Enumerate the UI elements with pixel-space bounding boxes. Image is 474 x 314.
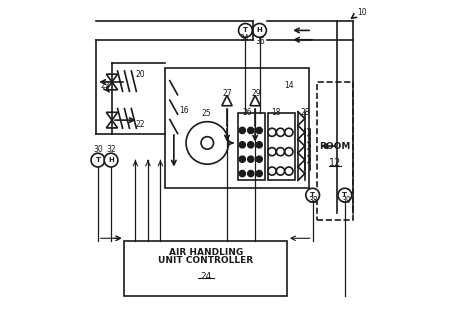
Circle shape [253,24,266,37]
Text: UNIT CONTROLLER: UNIT CONTROLLER [158,256,253,265]
Circle shape [285,128,293,136]
Text: T: T [310,192,315,198]
Bar [165,68,309,188]
Circle shape [276,167,284,175]
Text: 23: 23 [100,81,109,90]
Bar [317,82,353,219]
Circle shape [239,142,246,148]
Circle shape [104,153,118,167]
Circle shape [239,127,246,133]
Bar [125,241,287,296]
Text: 20: 20 [136,70,145,79]
Circle shape [268,128,276,136]
Polygon shape [106,74,118,90]
Text: 16: 16 [179,106,189,115]
Text: 18: 18 [271,108,280,117]
Polygon shape [250,95,260,106]
Text: T: T [342,192,347,198]
Circle shape [256,171,262,177]
Circle shape [338,188,352,202]
Text: ROOM: ROOM [319,142,351,150]
Text: T: T [95,157,100,163]
Text: 12: 12 [328,158,341,168]
Circle shape [91,153,105,167]
Text: 14: 14 [284,81,293,90]
Text: 32: 32 [106,145,116,154]
Circle shape [238,24,252,37]
Circle shape [247,127,254,133]
Text: H: H [256,27,263,33]
Text: 27: 27 [223,89,233,98]
Text: 29: 29 [251,89,261,98]
Text: 36: 36 [255,37,265,46]
Circle shape [256,156,262,162]
Text: 25: 25 [202,109,211,118]
Polygon shape [222,95,232,106]
Text: H: H [108,157,114,163]
Circle shape [247,156,254,162]
Text: 10: 10 [357,8,367,17]
Circle shape [268,148,276,156]
Circle shape [247,142,254,148]
Circle shape [239,171,246,177]
Text: 22: 22 [136,120,145,129]
Text: 38: 38 [309,196,319,205]
Bar [238,113,265,181]
Polygon shape [106,112,118,128]
Circle shape [306,188,319,202]
Text: 30: 30 [93,145,103,154]
Circle shape [256,127,262,133]
Circle shape [285,148,293,156]
Circle shape [247,171,254,177]
Text: 26: 26 [243,108,252,117]
Circle shape [276,128,284,136]
Bar [268,113,295,181]
Circle shape [268,167,276,175]
Text: T: T [243,27,248,33]
Circle shape [186,122,228,164]
Circle shape [256,142,262,148]
Circle shape [201,137,214,149]
Text: 34: 34 [239,34,249,43]
Text: AIR HANDLING: AIR HANDLING [169,248,243,257]
Circle shape [239,156,246,162]
Text: 28: 28 [301,108,310,117]
Text: 24: 24 [200,272,211,281]
Circle shape [285,167,293,175]
Text: 39: 39 [341,196,351,205]
Circle shape [276,148,284,156]
